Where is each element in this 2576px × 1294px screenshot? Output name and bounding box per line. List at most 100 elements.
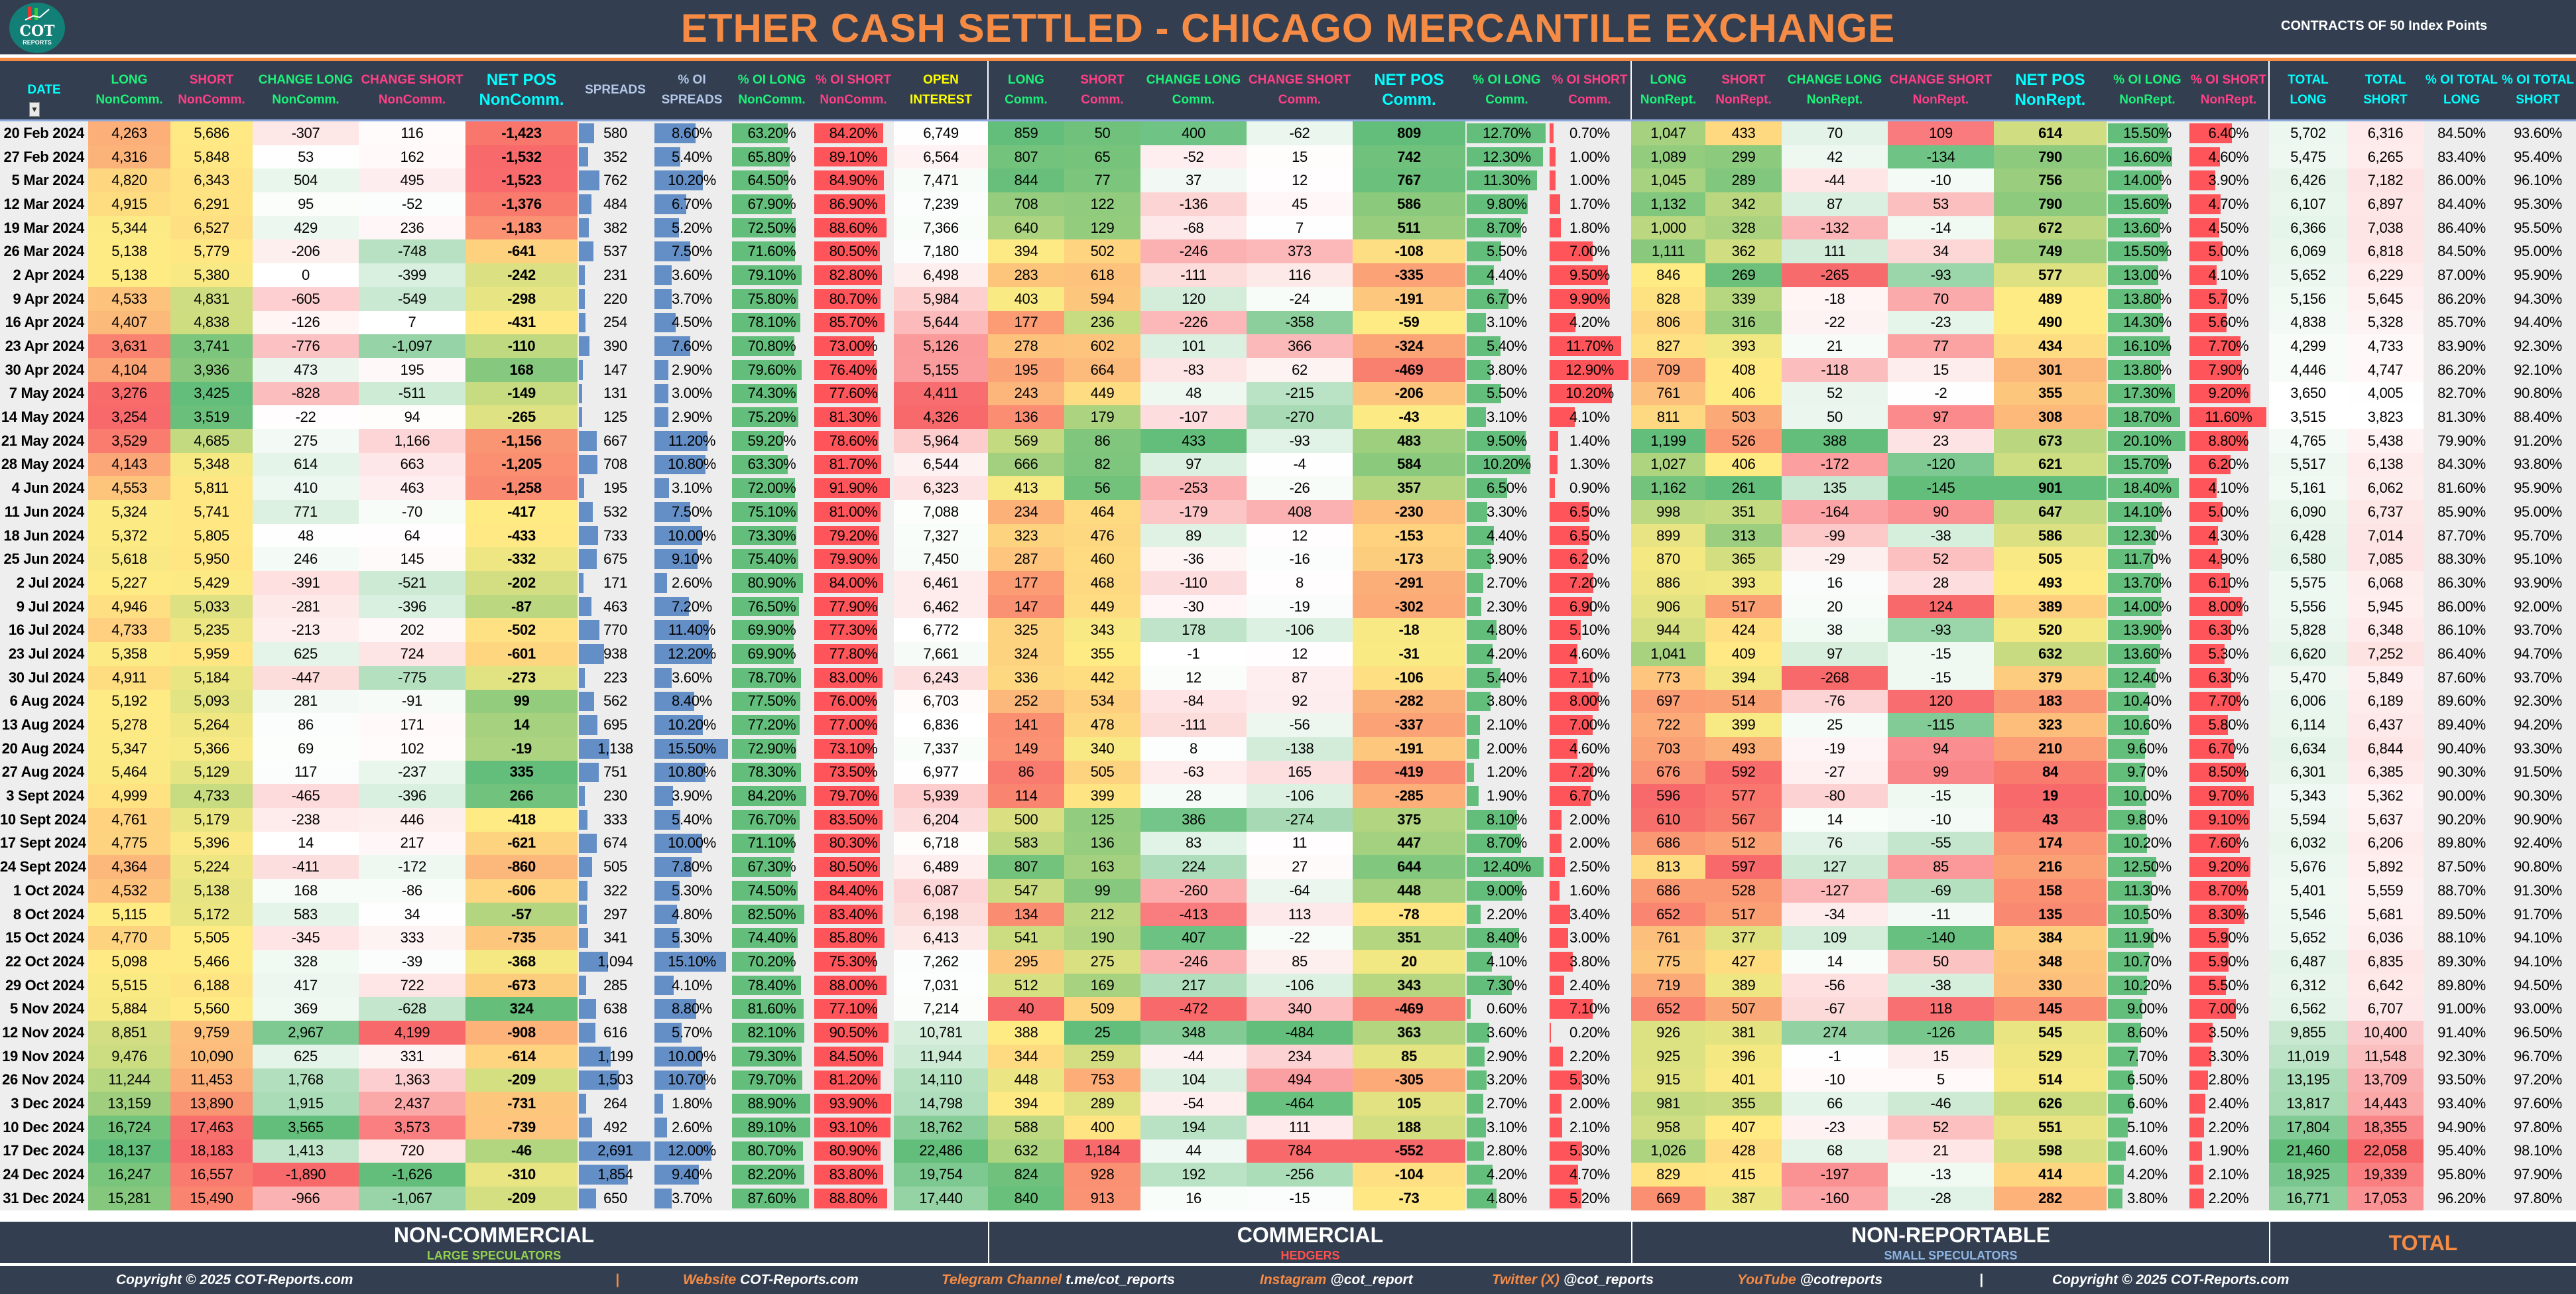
footer-telegram[interactable]: Telegram Channel t.me/cot_reports [942,1272,1175,1288]
pct-long-data-bar [2108,975,2148,996]
pct-long-data-bar [2108,1023,2142,1043]
cell-value: -23 [1824,1118,1845,1135]
cell-value: -10 [1930,810,1951,828]
noncomm-long-cell: 4,775 [88,831,170,856]
noncomm-change-long-cell: -281 [253,594,359,619]
nonrept-change-long-cell: 388 [1782,428,1888,453]
noncomm-pct-oi-spreads-cell: 3.60% [653,263,731,287]
date-cell: 27 Aug 2024 [0,760,88,785]
total-pct-oi-total-short-cell: 88.40% [2500,405,2576,429]
nonrept-short-cell: 493 [1705,736,1782,761]
cell-value: 1.90% [1487,787,1527,805]
cell-value: 7.90% [2208,361,2249,378]
noncomm-short-cell: 5,950 [170,547,253,572]
cell-value: 5.10% [2127,1118,2168,1135]
footer-twitter[interactable]: Twitter (X) @cot_reports [1492,1272,1654,1288]
spreads-data-bar [654,881,680,901]
cell-value: 5,138 [111,266,147,283]
footer-telegram-link[interactable]: t.me/cot_reports [1066,1272,1175,1287]
cell-value: -281 [291,598,320,615]
comm-change-short-cell: -215 [1247,381,1353,406]
noncomm-change-short-cell: 202 [359,618,465,643]
noncomm-long-cell: 9,476 [88,1044,170,1068]
section-divider [2269,1222,2270,1263]
footer-instagram[interactable]: Instagram @cot_report [1260,1272,1413,1288]
comm-net-position-cell: 742 [1353,145,1465,169]
cell-value: 409 [1731,645,1756,662]
cell-value: 5,556 [2290,598,2326,615]
cell-value: 10.80% [668,456,716,473]
comm-net-position-cell: -419 [1353,760,1465,785]
cell-value: 14 May 2024 [1,409,84,426]
footer-instagram-link[interactable]: @cot_report [1330,1272,1413,1287]
total-total-long-cell: 5,401 [2269,879,2347,903]
cell-value: 22,486 [919,1142,963,1159]
pct-long-data-bar [1467,881,1523,901]
nonrept-net-position-cell: 621 [1994,452,2107,477]
pct-long-data-bar [2108,833,2148,854]
cell-value: 93.70% [2514,669,2562,686]
header-noncomm-short: SHORT NonComm. [170,61,253,119]
noncomm-spreads-cell: 230 [578,784,653,808]
total-pct-oi-total-long-cell: 82.70% [2423,381,2500,406]
cell-value: 165 [1288,763,1312,781]
cell-value: 490 [2038,314,2062,331]
total-pct-oi-total-short-cell: 92.30% [2500,334,2576,358]
cell-value: 1,111 [1651,243,1686,260]
filter-icon[interactable]: ▼ [29,102,40,117]
nonrept-pct-oi-short-cell: 6.30% [2188,618,2269,643]
footer-twitter-link[interactable]: @cot_reports [1563,1272,1654,1287]
cell-value: 82 [1094,456,1111,473]
cell-value: 82.10% [747,1023,796,1041]
noncomm-pct-oi-long-cell: 77.50% [731,689,813,714]
cell-value: 81.20% [829,1071,878,1088]
cell-value: 4.80% [672,905,712,923]
table-row: 15 Oct 2024 4,770 5,505 -345 333 -735 341 5.30%… [0,926,2576,950]
pct-short-data-bar [814,786,880,806]
cell-value: 373 [1288,243,1312,260]
noncomm-change-short-cell: -91 [359,689,465,714]
noncomm-change-short-cell: -172 [359,855,465,879]
cell-value: -106 [1285,976,1314,994]
pct-short-data-bar [814,170,884,191]
date-cell: 26 Mar 2024 [0,239,88,264]
spreads-data-bar [579,1046,611,1067]
spreads-data-bar [579,430,597,451]
cell-value: 95.00% [2514,503,2562,520]
noncomm-change-short-cell: -521 [359,571,465,595]
cell-value: 85.70% [2437,314,2486,331]
noncomm-long-cell: 5,464 [88,760,170,785]
cell-value: 1.00% [1569,148,1610,165]
pct-short-data-bar [2189,549,2222,570]
cell-value: -93 [1289,432,1310,449]
comm-pct-oi-short-cell: 1.60% [1548,879,1631,903]
total-pct-oi-total-short-cell: 95.50% [2500,216,2576,240]
cell-value: 4.70% [1569,1166,1610,1183]
footer-website-link[interactable]: COT-Reports.com [740,1272,859,1287]
footer-website[interactable]: Website COT-Reports.com [683,1272,859,1288]
total-total-short-cell: 14,443 [2347,1092,2423,1116]
cell-value: -447 [291,669,320,686]
total-pct-oi-total-long-cell: 84.50% [2423,121,2500,145]
cell-value: -368 [507,952,536,970]
noncomm-long-cell: 16,247 [88,1163,170,1187]
footer-youtube-link[interactable]: @cotreports [1800,1272,1883,1287]
cell-value: 135 [1823,480,1847,497]
nonrept-net-position-cell: 19 [1994,784,2107,808]
cell-value: 95.80% [2437,1166,2486,1183]
header-label: CHANGE SHORT [361,73,463,87]
total-pct-oi-total-short-cell: 95.10% [2500,547,2576,572]
footer-youtube[interactable]: YouTube @cotreports [1737,1272,1882,1288]
cell-value: 86.20% [2437,361,2486,378]
noncomm-pct-oi-short-cell: 77.10% [813,997,894,1021]
cell-value: -606 [507,881,536,899]
header-label: DATE [27,83,61,97]
comm-net-position-cell: 363 [1353,1021,1465,1045]
noncomm-open-interest-cell: 6,323 [894,476,988,500]
nonrept-change-long-cell: -127 [1782,879,1888,903]
header-noncomm-open-interest: OPEN INTEREST [894,61,988,119]
cell-value: 328 [1731,219,1756,236]
cell-value: -164 [1820,503,1849,520]
nonrept-short-cell: 365 [1705,547,1782,572]
header-sublabel: Comm. [1005,93,1048,107]
